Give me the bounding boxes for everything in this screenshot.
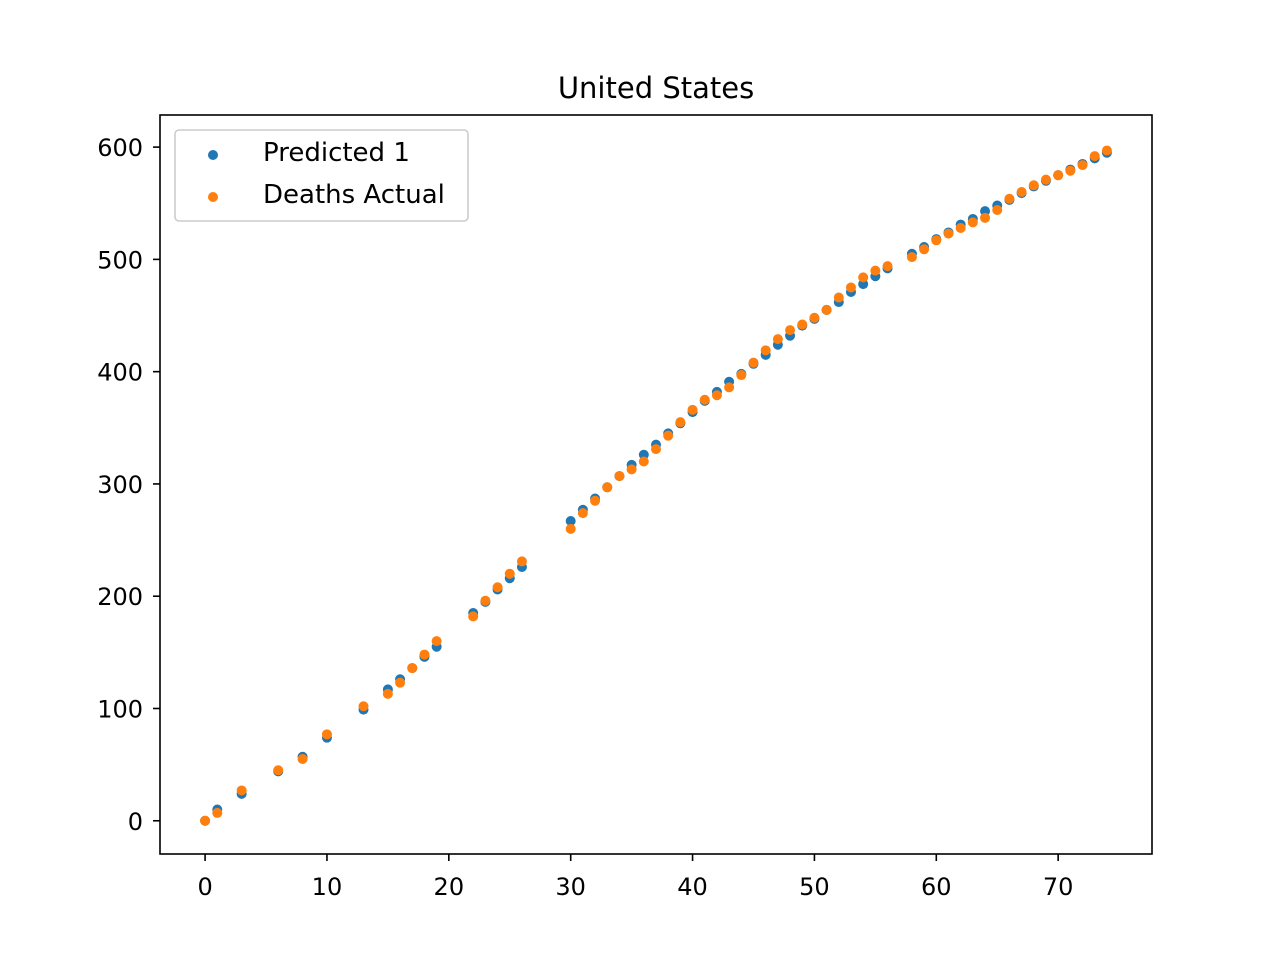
data-point	[931, 235, 942, 246]
legend-marker-predicted	[208, 150, 218, 160]
y-tick-label: 400	[97, 359, 143, 387]
data-point	[943, 228, 954, 239]
data-point	[1040, 174, 1051, 185]
data-point	[651, 444, 661, 455]
plot-frame	[159, 114, 1153, 855]
data-point	[724, 382, 735, 393]
data-point	[760, 345, 771, 356]
data-point	[1089, 151, 1100, 162]
data-point	[565, 515, 576, 526]
y-tick-label: 500	[97, 246, 143, 274]
data-point	[504, 568, 515, 579]
y-tick-label: 0	[128, 808, 143, 836]
data-point	[236, 785, 247, 796]
data-point	[858, 272, 869, 283]
data-point	[870, 265, 881, 276]
legend: Predicted 1 Deaths Actual	[174, 129, 469, 222]
data-point	[1065, 165, 1076, 176]
data-point	[882, 261, 893, 272]
data-point	[797, 319, 808, 330]
data-point	[626, 464, 637, 475]
data-point	[906, 252, 917, 263]
data-point	[480, 595, 491, 606]
data-point	[1101, 145, 1112, 156]
data-point	[492, 582, 503, 593]
data-point	[992, 204, 1003, 215]
data-point	[565, 523, 576, 534]
data-point	[699, 394, 710, 405]
data-point	[748, 357, 759, 368]
series-actual	[200, 145, 1112, 826]
data-point	[1053, 170, 1064, 181]
data-point	[516, 556, 527, 567]
data-point	[419, 649, 430, 660]
data-point	[602, 482, 613, 493]
data-point	[468, 611, 479, 622]
x-tick-label: 70	[1043, 873, 1074, 901]
data-point	[980, 212, 991, 223]
plot-points	[200, 145, 1112, 826]
data-point	[395, 677, 406, 688]
data-point	[590, 495, 601, 506]
data-point	[919, 244, 930, 255]
data-point	[297, 754, 308, 765]
legend-marker-actual	[208, 192, 218, 202]
data-point	[1077, 160, 1088, 171]
data-point	[358, 701, 369, 712]
data-point	[663, 430, 674, 441]
data-point	[785, 325, 796, 336]
data-point	[1028, 180, 1039, 191]
data-point	[200, 815, 211, 826]
data-point	[809, 312, 820, 323]
data-point	[273, 765, 284, 776]
x-tick-label: 40	[677, 873, 708, 901]
data-point	[1016, 187, 1027, 198]
data-point	[675, 417, 686, 428]
data-point	[955, 222, 966, 233]
y-tick-label: 200	[97, 583, 143, 611]
x-tick-label: 0	[197, 873, 212, 901]
x-tick-label: 10	[312, 873, 343, 901]
data-point	[833, 292, 844, 303]
legend-label-predicted: Predicted 1	[263, 138, 410, 168]
data-point	[614, 471, 625, 482]
y-tick-label: 600	[97, 134, 143, 162]
data-point	[431, 636, 442, 647]
x-tick-label: 60	[921, 873, 952, 901]
data-point	[967, 217, 978, 228]
data-point	[212, 807, 223, 818]
data-point	[711, 390, 722, 401]
chart-title: United States	[558, 71, 754, 105]
data-point	[382, 688, 393, 699]
x-tick-label: 50	[799, 873, 830, 901]
legend-label-actual: Deaths Actual	[263, 180, 445, 210]
y-tick-label: 300	[97, 471, 143, 499]
data-point	[821, 304, 832, 315]
data-point	[687, 404, 698, 415]
data-point	[736, 370, 747, 381]
data-point	[845, 282, 856, 293]
data-point	[772, 334, 783, 345]
data-point	[407, 663, 418, 674]
y-axis: 0 100 200 300 400 500 600	[97, 134, 160, 836]
data-point	[638, 456, 649, 467]
data-point	[577, 508, 588, 519]
x-tick-label: 20	[434, 873, 465, 901]
data-point	[321, 729, 332, 740]
y-tick-label: 100	[97, 695, 143, 723]
data-point	[1004, 193, 1015, 204]
x-tick-label: 30	[555, 873, 586, 901]
legend-box	[174, 129, 469, 222]
x-axis: 0 10 20 30 40 50 60 70	[197, 854, 1073, 901]
